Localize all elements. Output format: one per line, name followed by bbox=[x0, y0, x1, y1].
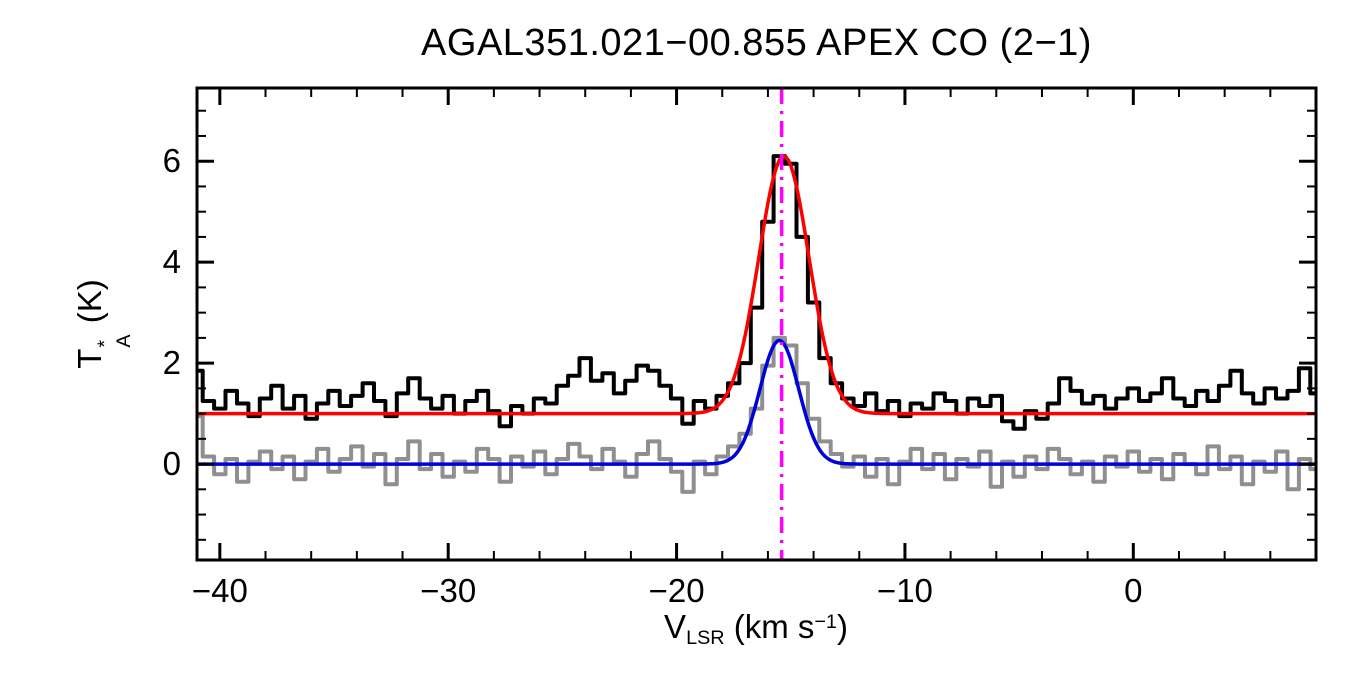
y-axis-label-sub: A bbox=[112, 334, 135, 348]
y-tick-label: 6 bbox=[163, 142, 181, 179]
plot-frame bbox=[195, 86, 1318, 562]
y-axis-label-sup: * bbox=[93, 339, 116, 348]
y-tick-label: 4 bbox=[163, 243, 181, 280]
series-layer bbox=[197, 154, 1316, 494]
red-gaussian-fit bbox=[197, 154, 1316, 416]
y-axis-label-scripts: * A bbox=[93, 334, 135, 348]
chart-title: AGAL351.021−00.855 APEX CO (2−1) bbox=[421, 22, 1092, 64]
blue-gaussian-fit bbox=[197, 338, 1316, 466]
y-axis-label: T * A (K) bbox=[70, 279, 135, 369]
x-axis-label-sub: LSR bbox=[686, 626, 725, 649]
x-tick-label: −20 bbox=[649, 572, 705, 609]
x-axis-label-unit-pre: (km s bbox=[724, 608, 815, 645]
x-axis-label-unit-post: ) bbox=[836, 608, 848, 645]
x-axis-label: VLSR (km s−1) bbox=[664, 608, 848, 650]
x-axis-label-unit-sup: −1 bbox=[814, 611, 837, 634]
x-tick-label: −30 bbox=[420, 572, 476, 609]
black-spectrum-histogram bbox=[197, 154, 1316, 431]
x-tick-label: −10 bbox=[877, 572, 933, 609]
x-tick-label: −40 bbox=[192, 572, 248, 609]
y-tick-label: 2 bbox=[163, 344, 181, 381]
x-axis-label-symbol: V bbox=[664, 608, 687, 645]
x-tick-label: 0 bbox=[1124, 572, 1142, 609]
axes-layer: −40 −30 −20 −10 0 0 2 4 6 bbox=[163, 86, 1318, 609]
y-axis-label-unit: (K) bbox=[70, 279, 108, 333]
y-axis-label-symbol: T bbox=[70, 348, 108, 369]
y-tick-label: 0 bbox=[163, 445, 181, 482]
